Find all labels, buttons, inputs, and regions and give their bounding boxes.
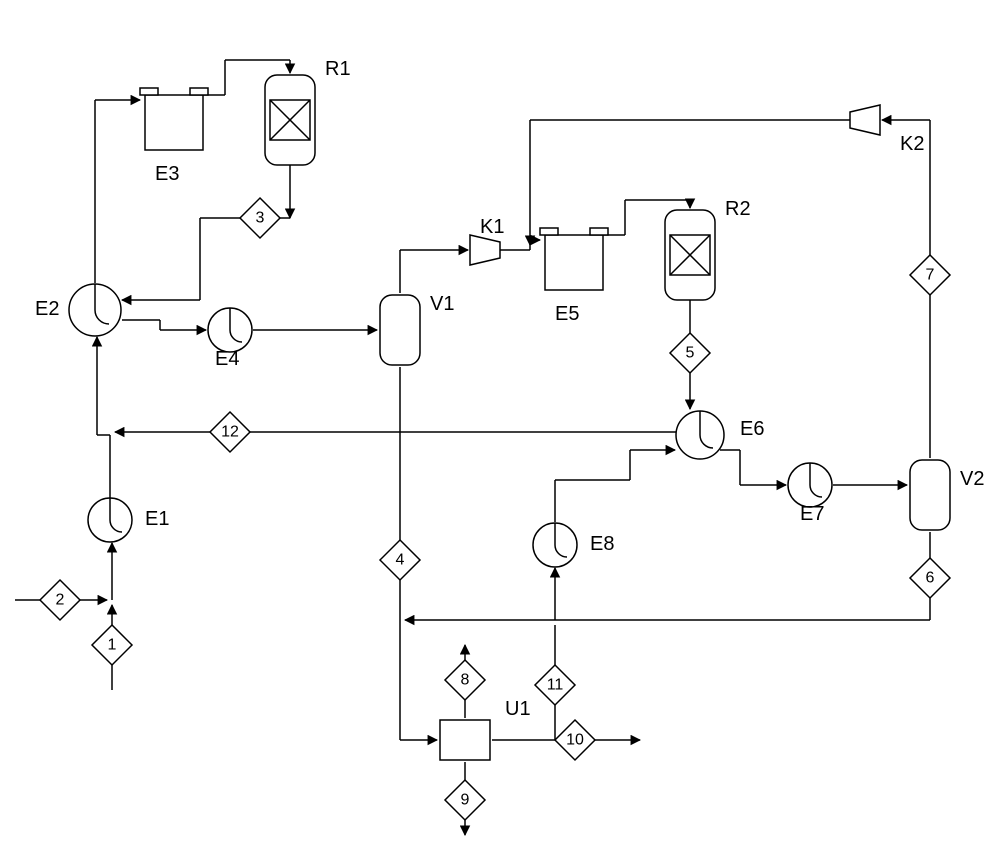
equipment-label-U1: U1 <box>505 698 531 720</box>
equipment-label-V2: V2 <box>960 468 984 490</box>
equipment-R2 <box>665 210 715 300</box>
equipment-label-E4: E4 <box>215 348 239 370</box>
equipment-label-R1: R1 <box>325 58 351 80</box>
equipment-K1 <box>470 235 500 265</box>
equipment-E4 <box>208 308 252 352</box>
equipment-label-K1: K1 <box>480 216 504 238</box>
equipment-label-E8: E8 <box>590 533 614 555</box>
equipment-shapes <box>69 75 950 760</box>
equipment-label-E7: E7 <box>800 503 824 525</box>
stream-lines <box>15 60 930 835</box>
equipment-E2 <box>69 284 121 336</box>
equipment-label-E1: E1 <box>145 508 169 530</box>
stream-label-1: 1 <box>108 637 117 654</box>
equipment-label-E2: E2 <box>35 298 59 320</box>
equipment-label-E3: E3 <box>155 163 179 185</box>
equipment-E6 <box>676 411 724 459</box>
equipment-E7 <box>788 463 832 507</box>
equipment-V1 <box>380 295 420 365</box>
stream-label-6: 6 <box>926 570 935 587</box>
stream-label-9: 9 <box>461 792 470 809</box>
equipment-label-K2: K2 <box>900 133 924 155</box>
equipment-E5 <box>540 228 608 290</box>
equipment-label-R2: R2 <box>725 198 751 220</box>
stream-label-2: 2 <box>56 592 65 609</box>
stream-label-5: 5 <box>686 345 695 362</box>
equipment-E3 <box>140 88 208 150</box>
stream-label-11: 11 <box>547 677 564 694</box>
equipment-label-E6: E6 <box>740 418 764 440</box>
equipment-K2 <box>850 105 880 135</box>
stream-label-3: 3 <box>256 210 265 227</box>
equipment-E1 <box>88 498 132 542</box>
equipment-label-E5: E5 <box>555 303 579 325</box>
stream-label-7: 7 <box>926 267 935 284</box>
equipment-R1 <box>265 75 315 165</box>
stream-label-10: 10 <box>566 732 584 749</box>
equipment-U1 <box>440 720 490 760</box>
equipment-label-V1: V1 <box>430 293 454 315</box>
process-flow-diagram: E1E2E3E4E5E6E7E8R1R2V1V2K1K2U1 123456789… <box>0 0 1000 860</box>
equipment-V2 <box>910 460 950 530</box>
stream-label-4: 4 <box>396 552 405 569</box>
stream-label-12: 12 <box>221 424 239 441</box>
stream-label-8: 8 <box>461 672 470 689</box>
equipment-E8 <box>533 523 577 567</box>
